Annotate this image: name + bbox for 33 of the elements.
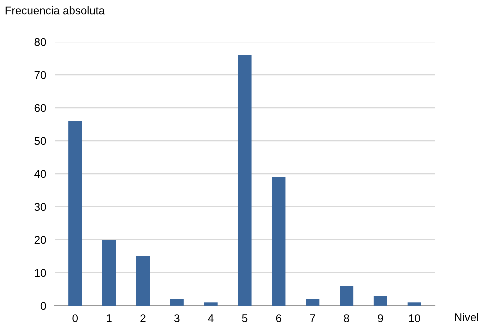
x-tick-label: 10: [409, 314, 420, 322]
bar: [204, 302, 218, 306]
bar: [238, 55, 252, 306]
bar: [102, 240, 116, 306]
bar: [306, 299, 320, 306]
y-tick-label: 0: [40, 302, 46, 310]
y-tick-label: 50: [34, 137, 46, 146]
y-tick-label: 10: [35, 269, 46, 278]
y-axis-title: Frecuencia absoluta: [6, 6, 106, 15]
x-tick-label: 0: [72, 314, 78, 322]
x-tick-label: 3: [174, 314, 180, 322]
y-tick-label: 30: [34, 203, 46, 212]
bar: [340, 286, 354, 306]
x-tick-label: 6: [276, 314, 282, 322]
bar: [136, 256, 150, 306]
y-tick-label: 80: [34, 38, 46, 46]
y-tick-label: 40: [34, 170, 46, 178]
bar: [170, 299, 184, 306]
bar: [68, 121, 82, 306]
x-tick-label: 8: [344, 314, 350, 322]
x-tick-label: 4: [208, 314, 214, 322]
bar: [408, 302, 422, 306]
x-tick-label: 1: [107, 314, 112, 322]
bar: [374, 296, 388, 306]
x-tick-label: 2: [140, 314, 146, 322]
y-tick-label: 20: [34, 236, 46, 244]
y-tick-label: 70: [34, 71, 46, 80]
x-axis-title: Nivel: [455, 313, 478, 322]
bar: [272, 177, 286, 306]
x-tick-label: 9: [378, 314, 384, 322]
x-tick-label: 7: [310, 314, 316, 322]
y-tick-label: 60: [34, 104, 46, 112]
x-tick-label: 5: [242, 314, 248, 322]
